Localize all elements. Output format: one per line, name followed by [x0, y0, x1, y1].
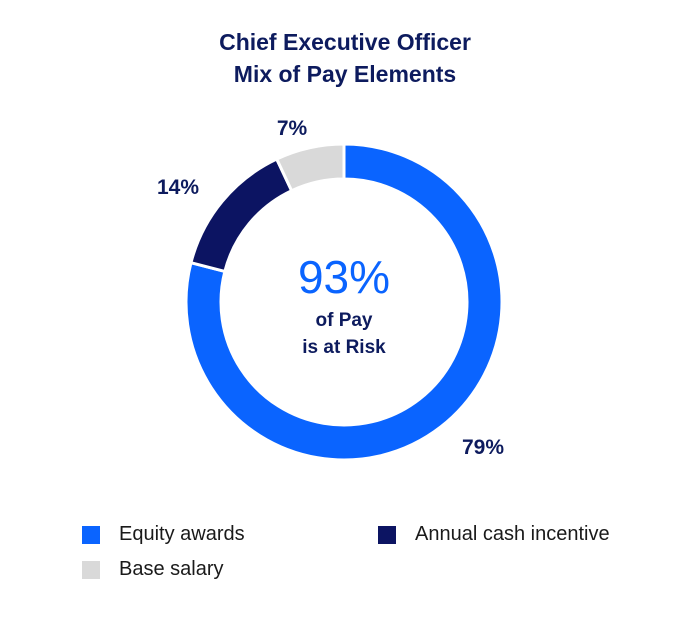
center-percent: 93%: [298, 251, 390, 303]
chart-title-line-1: Chief Executive Officer: [219, 29, 471, 55]
center-caption-line-1: of Pay: [315, 310, 372, 331]
legend-item-equity-awards: Equity awards: [82, 523, 245, 546]
donut-slice-equity-awards: [184, 142, 504, 462]
legend-label-annual-cash-incentive: Annual cash incentive: [415, 523, 610, 545]
chart-title: Chief Executive Officer Mix of Pay Eleme…: [0, 26, 690, 90]
legend-label-base-salary: Base salary: [119, 558, 224, 580]
legend-swatch-equity-awards: [82, 525, 100, 544]
legend-swatch-annual-cash-incentive: [378, 525, 396, 544]
legend-label-equity-awards: Equity awards: [119, 523, 245, 545]
center-caption-line-2: is at Risk: [302, 337, 386, 358]
donut-slice-annual-cash-incentive: [189, 157, 294, 274]
data-label-base-salary: 7%: [277, 117, 308, 140]
legend-swatch-base-salary: [82, 560, 100, 579]
donut-slice-base-salary: [274, 142, 346, 193]
chart-title-line-2: Mix of Pay Elements: [233, 61, 457, 87]
data-label-equity-awards: 79%: [462, 436, 504, 459]
legend-item-annual-cash-incentive: Annual cash incentive: [378, 523, 610, 546]
data-label-annual-cash-incentive: 14%: [157, 176, 199, 199]
legend-item-base-salary: Base salary: [82, 558, 224, 581]
